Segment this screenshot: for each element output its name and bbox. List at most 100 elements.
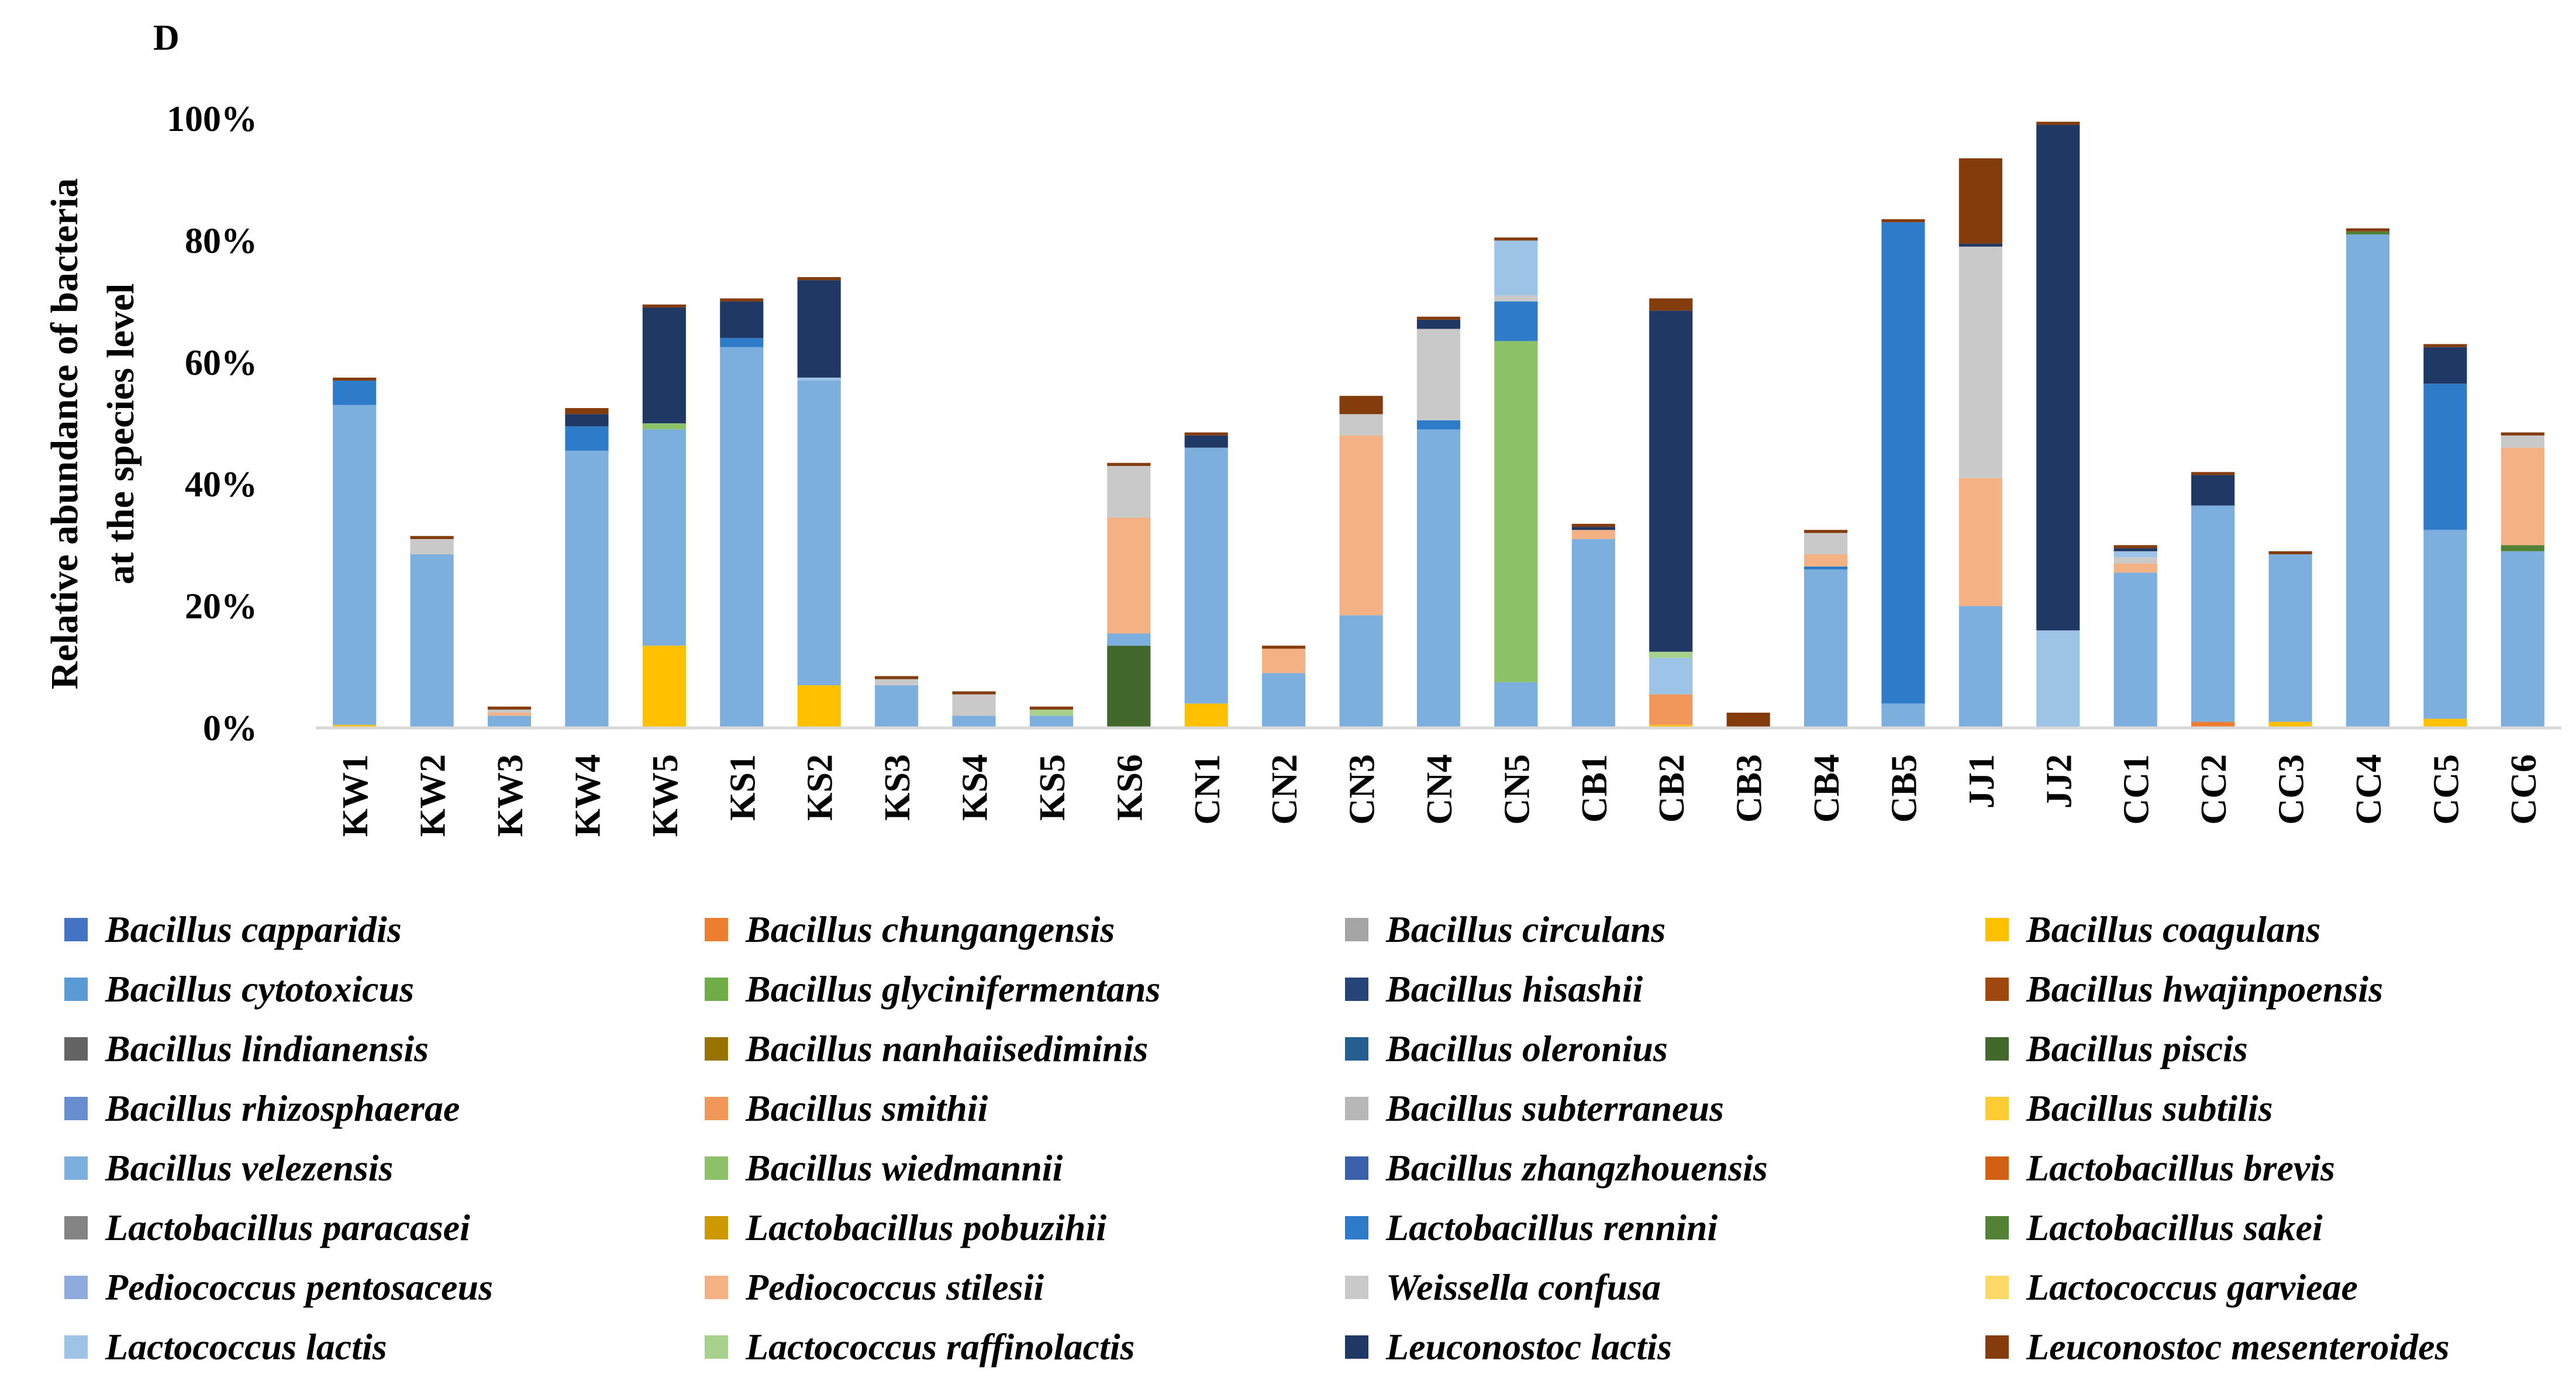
legend-label: Bacillus piscis	[2026, 1028, 2248, 1069]
legend-swatch	[64, 1097, 88, 1120]
bar-segment	[1958, 246, 2002, 478]
x-tick-label: CB1	[1575, 754, 1615, 823]
legend-label: Bacillus cytotoxicus	[105, 968, 414, 1010]
legend-swatch	[64, 1276, 88, 1299]
bar-segment	[1416, 316, 1461, 320]
legend-label: Bacillus subterraneus	[1386, 1087, 1724, 1129]
bar-segment	[1107, 517, 1151, 634]
x-tick-label: KW4	[568, 754, 608, 837]
legend-item: Bacillus hwajinpoensis	[1985, 963, 2383, 1016]
legend-swatch	[1345, 1276, 1368, 1299]
bar-segment	[1803, 554, 1848, 567]
legend-label: Bacillus rhizosphaerae	[105, 1087, 460, 1129]
legend-label: Bacillus chungangensis	[746, 909, 1115, 950]
legend-label: Lactococcus raffinolactis	[746, 1326, 1135, 1368]
bar-segment	[2346, 234, 2390, 728]
x-tick-label: JJ1	[1962, 754, 2002, 809]
x-tick-label: KW3	[491, 754, 530, 837]
bar-segment	[2423, 384, 2467, 530]
bar-segment	[797, 381, 841, 686]
bar-segment	[642, 429, 686, 646]
bar-segment	[565, 414, 609, 427]
bar-segment	[642, 304, 686, 308]
bar-segment	[1494, 295, 1538, 302]
bar-segment	[1494, 301, 1538, 341]
bar-segment	[2501, 545, 2544, 551]
legend-swatch	[1345, 1097, 1368, 1120]
x-tick-label: CN5	[1497, 754, 1537, 825]
legend-label: Bacillus oleronius	[1386, 1028, 1668, 1069]
legend-item: Lactococcus lactis	[64, 1321, 387, 1373]
legend-swatch	[1345, 1216, 1368, 1239]
legend-item: Bacillus piscis	[1985, 1023, 2248, 1075]
bar-segment	[1416, 329, 1461, 420]
bar-segment	[797, 277, 841, 281]
x-tick-label: CN1	[1188, 754, 1227, 825]
bar-segment	[2113, 563, 2157, 573]
bar-segment	[1649, 724, 1693, 728]
x-tick-label: CC5	[2426, 754, 2466, 825]
x-tick-label: CC4	[2349, 754, 2389, 825]
x-tick-label: CN4	[1420, 754, 1460, 825]
x-tick-label: JJ2	[2039, 754, 2079, 809]
bar-segment	[410, 554, 454, 728]
bar-segment	[333, 381, 377, 405]
bar-segment	[2036, 630, 2080, 728]
x-tick-label: CB4	[1807, 754, 1847, 823]
bar-segment	[1029, 706, 1074, 710]
legend-label: Bacillus lindianensis	[105, 1028, 429, 1069]
bar-segment	[1107, 633, 1151, 646]
bar-segment	[1571, 538, 1615, 728]
legend-label: Pediococcus stilesii	[746, 1266, 1044, 1308]
bar-segment	[565, 408, 609, 415]
x-tick-label: CC2	[2194, 754, 2234, 825]
bar-segment	[2113, 557, 2157, 564]
bar-segment	[487, 706, 532, 710]
bar-segment	[1571, 530, 1615, 539]
bar-segment	[1494, 237, 1538, 241]
legend-label: Lactococcus lactis	[105, 1326, 387, 1368]
legend-label: Lactococcus garvieae	[2026, 1266, 2358, 1308]
bar-segment	[875, 676, 919, 679]
bar-segment	[1726, 712, 1770, 728]
bar-segment	[487, 716, 532, 728]
legend-item: Bacillus hisashii	[1345, 963, 1643, 1016]
legend-label: Lactobacillus pobuzihii	[746, 1207, 1106, 1248]
bar-segment	[1107, 462, 1151, 466]
y-axis-title-line-1: Relative abundance of bacteria	[43, 178, 86, 689]
bar-segment	[1339, 615, 1383, 728]
legend-item: Bacillus subtilis	[1985, 1082, 2272, 1135]
panel-label: D	[153, 18, 180, 58]
stacked-bar-chart: Relative abundance of bacteria at the sp…	[43, 99, 2561, 837]
legend-label: Weissella confusa	[1386, 1266, 1661, 1308]
x-tick-label: KW5	[646, 754, 685, 837]
legend-swatch	[1985, 1216, 2009, 1239]
bar-segment	[642, 308, 686, 423]
legend-item: Lactobacillus brevis	[1985, 1142, 2335, 1194]
bar-segment	[720, 298, 764, 302]
legend-label: Bacillus hisashii	[1386, 968, 1643, 1010]
y-tick-label: 60%	[185, 343, 257, 383]
bar-segment	[487, 709, 532, 713]
legend-swatch	[1985, 978, 2009, 1001]
bar-segment	[875, 685, 919, 728]
legend-item: Lactococcus garvieae	[1985, 1261, 2358, 1314]
legend-swatch	[1345, 1335, 1368, 1359]
bar-segment	[2036, 125, 2080, 631]
bar-segment	[797, 685, 841, 728]
bar-segment	[720, 347, 764, 728]
legend-item: Bacillus circulans	[1345, 903, 1665, 956]
legend-label: Lactobacillus rennini	[1386, 1207, 1718, 1248]
legend-item: Bacillus cytotoxicus	[64, 963, 414, 1016]
bar-segment	[1958, 243, 2002, 247]
bar-segment	[1881, 703, 1925, 728]
bar-segment	[410, 536, 454, 539]
legend-label: Bacillus subtilis	[2026, 1087, 2273, 1129]
legend-label: Lactobacillus brevis	[2026, 1147, 2335, 1189]
x-tick-label: CB2	[1652, 754, 1692, 823]
bar-segment	[1881, 222, 1925, 704]
y-tick-label: 0%	[203, 709, 257, 748]
legend-item: Pediococcus pentosaceus	[64, 1261, 493, 1314]
legend-item: Bacillus zhangzhouensis	[1345, 1142, 1768, 1194]
legend-swatch	[705, 918, 728, 941]
